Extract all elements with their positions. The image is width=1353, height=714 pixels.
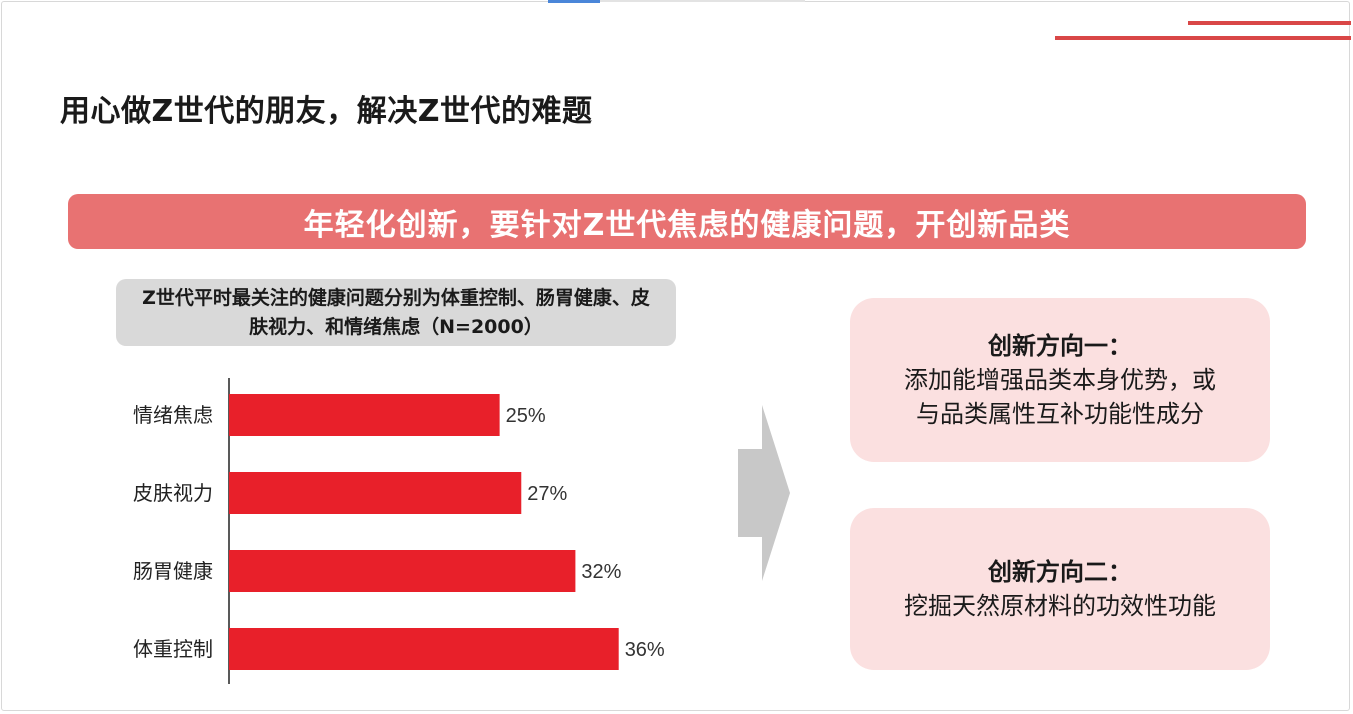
page-title: 用心做Z世代的朋友，解决Z世代的难题 xyxy=(60,94,593,129)
category-label: 情绪焦虑 xyxy=(133,403,213,427)
top-tab-track xyxy=(600,0,805,2)
innovation-direction-card-1: 创新方向一： 添加能增强品类本身优势，或 与品类属性互补功能性成分 xyxy=(850,298,1270,462)
bar xyxy=(229,394,500,436)
bar xyxy=(229,628,619,670)
decorative-line-top xyxy=(1188,21,1351,25)
category-label: 皮肤视力 xyxy=(133,481,213,505)
chart-title-box: Z世代平时最关注的健康问题分别为体重控制、肠胃健康、皮肤视力、和情绪焦虑（N=2… xyxy=(116,279,676,346)
data-label: 32% xyxy=(581,561,621,583)
data-label: 27% xyxy=(527,483,567,505)
data-label: 25% xyxy=(506,405,546,427)
health-concern-bar-chart: 情绪焦虑 25% 皮肤视力 27% 肠胃健康 32% 体重控制 36% xyxy=(133,378,665,684)
direction-2-line-1: 挖掘天然原材料的功效性功能 xyxy=(904,592,1216,620)
direction-1-line-1: 添加能增强品类本身优势，或 xyxy=(904,366,1216,394)
decorative-line-bottom xyxy=(1055,36,1351,40)
direction-2-title: 创新方向二： xyxy=(988,558,1132,586)
chart-title: Z世代平时最关注的健康问题分别为体重控制、肠胃健康、皮肤视力、和情绪焦虑（N=2… xyxy=(142,286,650,338)
category-label: 肠胃健康 xyxy=(133,559,213,583)
bar xyxy=(229,550,576,592)
bar xyxy=(229,472,522,514)
direction-1-title: 创新方向一： xyxy=(988,332,1132,360)
direction-1-line-2: 与品类属性互补功能性成分 xyxy=(916,400,1204,428)
data-label: 36% xyxy=(625,639,665,661)
right-arrow-icon xyxy=(738,405,790,581)
headline-banner: 年轻化创新，要针对Z世代焦虑的健康问题，开创新品类 xyxy=(68,194,1306,249)
category-label: 体重控制 xyxy=(133,637,213,661)
top-tab-indicator xyxy=(548,0,600,3)
headline-banner-text: 年轻化创新，要针对Z世代焦虑的健康问题，开创新品类 xyxy=(303,207,1071,243)
innovation-direction-card-2: 创新方向二： 挖掘天然原材料的功效性功能 xyxy=(850,508,1270,670)
